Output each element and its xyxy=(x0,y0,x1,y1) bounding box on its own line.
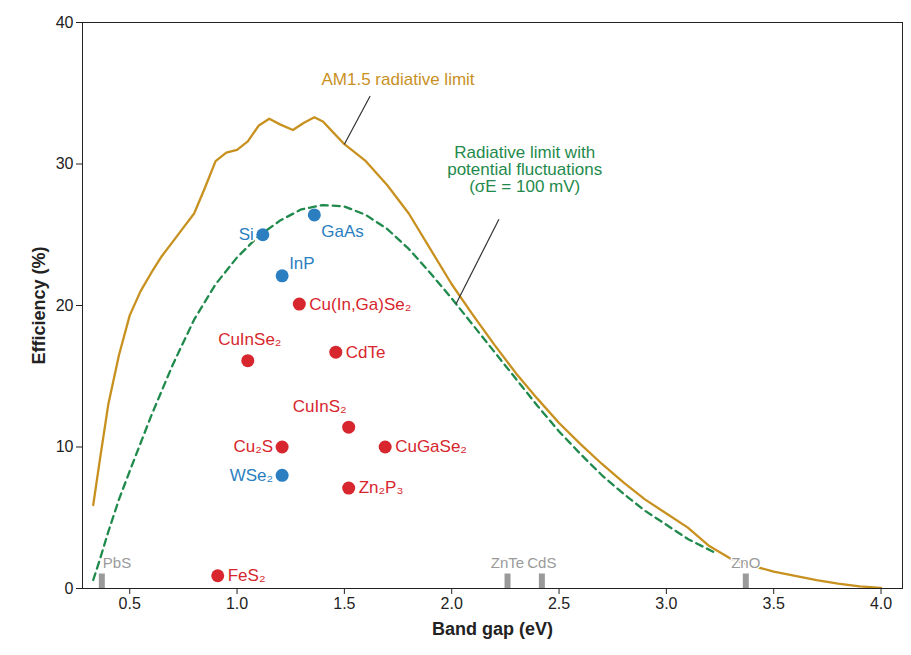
svg-text:CdS: CdS xyxy=(527,554,556,571)
svg-text:3.5: 3.5 xyxy=(763,595,785,612)
svg-text:0: 0 xyxy=(65,580,74,597)
svg-text:0.5: 0.5 xyxy=(119,595,141,612)
svg-text:1.5: 1.5 xyxy=(333,595,355,612)
svg-text:CuInS₂: CuInS₂ xyxy=(293,397,347,416)
svg-text:InP: InP xyxy=(289,254,315,273)
svg-text:ZnO: ZnO xyxy=(731,554,760,571)
svg-text:3.0: 3.0 xyxy=(655,595,677,612)
svg-text:Cu(In,Ga)Se₂: Cu(In,Ga)Se₂ xyxy=(309,295,411,314)
svg-text:Band gap (eV): Band gap (eV) xyxy=(432,619,553,639)
svg-text:ZnTe: ZnTe xyxy=(491,554,524,571)
svg-text:AM1.5 radiative limit: AM1.5 radiative limit xyxy=(322,70,475,89)
svg-text:CdTe: CdTe xyxy=(346,343,386,362)
svg-text:10: 10 xyxy=(56,438,74,455)
svg-text:2.5: 2.5 xyxy=(548,595,570,612)
svg-text:2.0: 2.0 xyxy=(441,595,463,612)
svg-text:40: 40 xyxy=(56,14,74,31)
svg-text:Cu₂S: Cu₂S xyxy=(233,437,273,456)
svg-text:Radiative limit withpotential: Radiative limit withpotential fluctuatio… xyxy=(447,143,602,196)
svg-text:CuInSe₂: CuInSe₂ xyxy=(218,330,281,349)
svg-text:GaAs: GaAs xyxy=(321,222,364,241)
svg-text:FeS₂: FeS₂ xyxy=(228,566,266,585)
svg-text:4.0: 4.0 xyxy=(870,595,892,612)
svg-text:20: 20 xyxy=(56,297,74,314)
svg-text:Zn₂P₃: Zn₂P₃ xyxy=(359,478,404,497)
svg-text:Efficiency (%): Efficiency (%) xyxy=(29,246,49,364)
svg-text:30: 30 xyxy=(56,155,74,172)
svg-text:WSe₂: WSe₂ xyxy=(230,466,273,485)
svg-text:Si: Si xyxy=(239,225,254,244)
svg-text:PbS: PbS xyxy=(103,554,131,571)
svg-text:1.0: 1.0 xyxy=(226,595,248,612)
svg-text:CuGaSe₂: CuGaSe₂ xyxy=(395,437,467,456)
